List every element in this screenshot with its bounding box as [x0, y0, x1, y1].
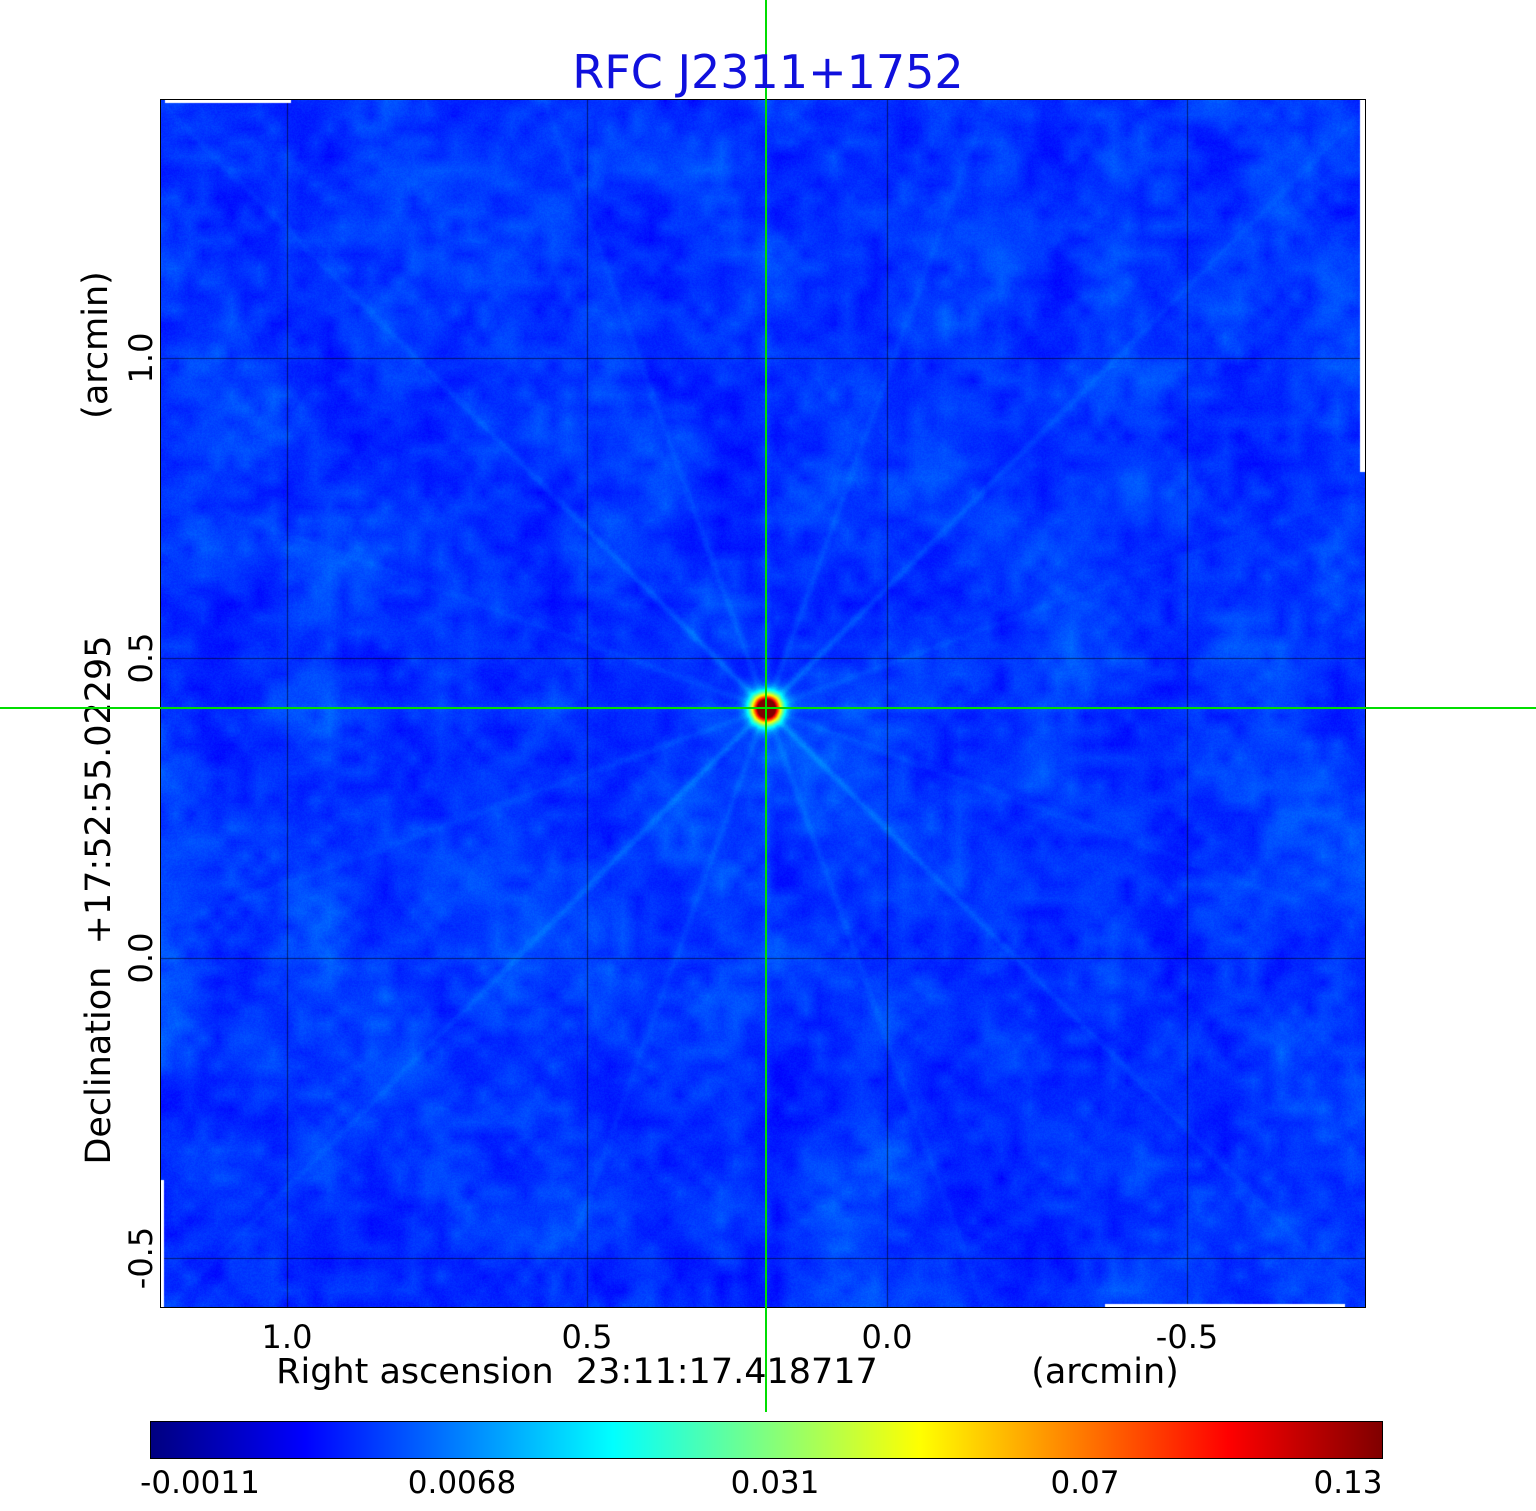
x-axis-unit-label: (arcmin): [1031, 1352, 1179, 1392]
crosshair-horizontal-line: [0, 707, 1536, 709]
colorbar-tick-label: 0.0068: [407, 1465, 517, 1501]
x-tick-label: -0.5: [1155, 1318, 1219, 1356]
crosshair-vertical-line: [765, 0, 767, 1412]
x-tick-label: 0.5: [561, 1318, 613, 1356]
x-tick-label: 1.0: [261, 1318, 313, 1356]
y-axis-label: Declination +17:52:55.02295: [79, 635, 119, 1165]
x-axis-label: Right ascension 23:11:17.418717: [276, 1352, 878, 1392]
y-tick-label: 1.0: [122, 332, 160, 384]
y-tick-label: 0.5: [122, 632, 160, 684]
y-axis-unit-label: (arcmin): [76, 271, 116, 419]
colorbar-tick-label: 0.07: [1050, 1465, 1120, 1501]
sky-map-image: [160, 99, 1366, 1308]
figure-title: RFC J2311+1752: [572, 45, 964, 99]
colorbar-tick-label: 0.031: [730, 1465, 820, 1501]
y-tick-label: -0.5: [122, 1226, 160, 1290]
x-tick-label: 0.0: [861, 1318, 913, 1356]
colorbar: [150, 1421, 1383, 1459]
colorbar-tick-label: -0.0011: [140, 1465, 260, 1501]
colorbar-tick-label: 0.13: [1313, 1465, 1383, 1501]
y-tick-label: 0.0: [122, 932, 160, 984]
